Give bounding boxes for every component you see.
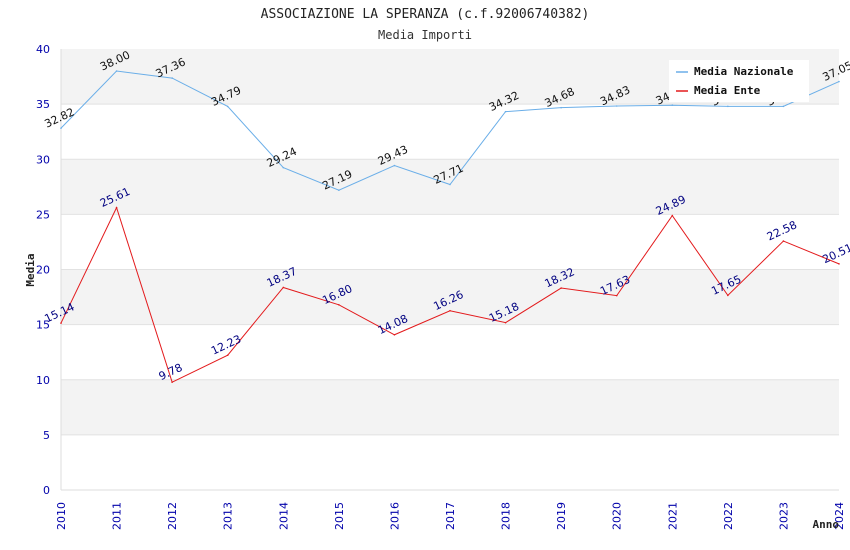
data-point — [171, 381, 173, 383]
data-point — [727, 105, 729, 108]
x-tick-label: 2011 — [111, 502, 124, 530]
y-tick-label: 15 — [36, 319, 50, 332]
grid-band — [61, 434, 839, 490]
data-point — [838, 263, 840, 265]
data-point — [615, 105, 618, 107]
x-axis-label: Anno — [813, 518, 840, 531]
data-point — [782, 240, 785, 242]
data-point — [838, 80, 840, 83]
chart-title: ASSOCIAZIONE LA SPERANZA (c.f.9200674038… — [261, 7, 590, 22]
y-tick-label: 5 — [43, 429, 50, 442]
y-tick-label: 30 — [36, 153, 50, 166]
y-tick-label: 0 — [43, 484, 50, 497]
data-point — [782, 105, 785, 108]
grid-band — [61, 324, 839, 380]
data-point — [60, 127, 62, 129]
y-tick-label: 25 — [36, 208, 50, 221]
x-tick-label: 2022 — [722, 502, 735, 530]
x-tick-label: 2014 — [277, 502, 290, 530]
grid-band — [61, 379, 839, 435]
data-point — [393, 333, 396, 336]
data-point — [504, 321, 507, 324]
x-tick-label: 2023 — [777, 502, 790, 530]
y-tick-label: 10 — [36, 374, 50, 387]
x-tick-label: 2010 — [55, 502, 68, 530]
y-axis-ticks: 0 5 10 15 20 25 30 35 40 — [36, 43, 50, 497]
data-point — [171, 77, 173, 79]
y-axis-label: Media — [24, 253, 37, 286]
data-point — [226, 105, 229, 108]
data-point — [727, 294, 729, 297]
x-tick-label: 2016 — [388, 502, 401, 530]
data-point — [615, 294, 618, 297]
data-point — [560, 106, 562, 109]
x-tick-label: 2021 — [666, 502, 679, 530]
data-point — [393, 164, 396, 167]
y-tick-label: 35 — [36, 98, 50, 111]
grid-band — [61, 159, 839, 215]
chart-subtitle: Media Importi — [378, 28, 472, 42]
data-point — [560, 287, 562, 289]
data-point — [671, 104, 674, 107]
x-tick-label: 2015 — [333, 502, 346, 530]
data-point — [338, 189, 340, 192]
grid-band — [61, 214, 839, 270]
x-tick-label: 2017 — [444, 502, 457, 530]
data-point — [226, 354, 229, 356]
data-point — [60, 322, 62, 324]
legend-box — [669, 60, 809, 102]
grid-bands — [60, 49, 839, 491]
x-tick-label: 2012 — [166, 502, 179, 530]
legend-label-media-ente: Media Ente — [694, 84, 761, 97]
y-tick-label: 40 — [36, 43, 50, 56]
series-lines — [60, 70, 840, 383]
x-tick-label: 2020 — [611, 502, 624, 530]
x-tick-label: 2019 — [555, 502, 568, 530]
x-tick-label: 2018 — [500, 502, 513, 530]
data-point — [504, 110, 507, 113]
data-point — [115, 70, 118, 72]
data-point — [449, 309, 451, 312]
x-tick-label: 2024 — [833, 502, 846, 530]
grid-band — [61, 104, 839, 160]
x-axis-ticks: 2010 2011 2012 2013 2014 2015 2016 2017 2018 2019… — [55, 502, 846, 530]
data-point — [671, 214, 674, 217]
data-point — [449, 183, 451, 186]
data-point — [282, 286, 285, 289]
data-point — [338, 303, 340, 306]
data-point — [115, 206, 118, 209]
data-point — [282, 166, 285, 169]
legend: Media Nazionale Media Ente — [669, 60, 809, 102]
grid-band — [61, 269, 839, 325]
x-tick-label: 2013 — [222, 502, 235, 530]
y-tick-label: 20 — [36, 264, 50, 277]
legend-label-media-nazionale: Media Nazionale — [694, 65, 794, 78]
